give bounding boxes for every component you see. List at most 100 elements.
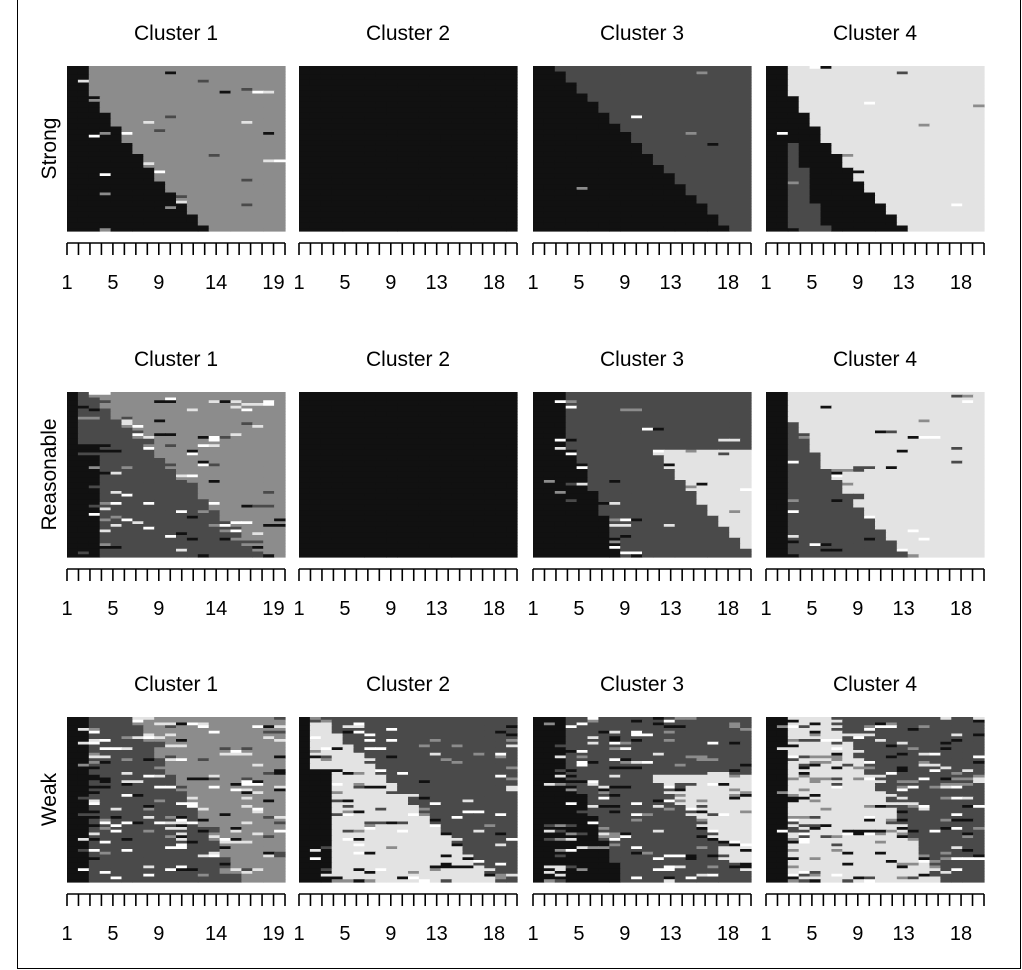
sequence-cell bbox=[176, 397, 221, 401]
sequence-cell bbox=[609, 228, 621, 232]
sequence-cell bbox=[67, 452, 79, 456]
sequence-cell bbox=[263, 403, 275, 407]
sequence-cell bbox=[331, 774, 355, 779]
sequence-cell bbox=[219, 463, 253, 467]
sequence-cell bbox=[787, 499, 800, 503]
sequence-cell bbox=[99, 466, 112, 470]
x-tick-label: 1 bbox=[293, 923, 304, 945]
sequence-cell bbox=[598, 198, 665, 202]
sequence-cell bbox=[565, 513, 578, 517]
sequence-cell bbox=[929, 419, 985, 423]
sequence-cell bbox=[219, 843, 264, 847]
sequence-cell bbox=[88, 821, 101, 825]
sequence-cell bbox=[554, 176, 654, 180]
sequence-cell bbox=[798, 455, 822, 459]
sequence-cell bbox=[219, 85, 232, 89]
sequence-cell bbox=[842, 167, 854, 172]
sequence-cell bbox=[186, 865, 210, 869]
sequence-cell bbox=[67, 107, 90, 111]
sequence-cell bbox=[208, 832, 221, 836]
sequence-cell bbox=[495, 480, 518, 484]
sequence-cell bbox=[132, 736, 144, 740]
sequence-cell bbox=[121, 728, 144, 732]
sequence-cell bbox=[186, 217, 199, 221]
sequence-cell bbox=[896, 515, 920, 520]
sequence-cell bbox=[831, 518, 843, 522]
sequence-cell bbox=[587, 129, 621, 133]
sequence-cell bbox=[875, 485, 931, 489]
sequence-cell bbox=[875, 140, 887, 144]
sequence-cell bbox=[663, 165, 741, 169]
sequence-cell bbox=[663, 458, 676, 462]
sequence-cell bbox=[462, 851, 496, 856]
sequence-cell bbox=[299, 507, 311, 511]
sequence-cell bbox=[798, 419, 822, 423]
sequence-cell bbox=[143, 165, 155, 169]
sequence-cell bbox=[533, 499, 567, 503]
sequence-cell bbox=[67, 104, 90, 108]
sequence-cell bbox=[386, 807, 398, 812]
sequence-cell bbox=[429, 154, 464, 158]
sequence-cell bbox=[842, 469, 854, 473]
sequence-cell bbox=[121, 772, 133, 776]
sequence-cell bbox=[696, 181, 752, 185]
sequence-cell bbox=[274, 554, 286, 558]
sequence-cell bbox=[576, 408, 589, 412]
sequence-cell bbox=[263, 717, 275, 721]
sequence-cell bbox=[776, 132, 789, 136]
sequence-cell bbox=[110, 816, 123, 820]
sequence-cell bbox=[907, 170, 985, 174]
sequence-cell bbox=[896, 408, 941, 412]
sequence-cell bbox=[642, 438, 665, 443]
sequence-cell bbox=[663, 427, 676, 432]
sequence-cell bbox=[587, 214, 632, 218]
sequence-cell bbox=[609, 518, 621, 522]
sequence-cell bbox=[165, 532, 177, 536]
sequence-cell bbox=[674, 458, 698, 462]
sequence-cell bbox=[110, 502, 123, 506]
sequence-cell bbox=[842, 488, 898, 492]
sequence-cell bbox=[842, 228, 876, 232]
sequence-cell bbox=[99, 515, 112, 520]
sequence-cell bbox=[342, 766, 355, 770]
sequence-cell bbox=[320, 209, 409, 213]
sequence-cell bbox=[197, 744, 221, 748]
sequence-cell bbox=[331, 873, 355, 878]
sequence-cell bbox=[951, 518, 963, 522]
sequence-cell bbox=[766, 502, 778, 506]
sequence-cell bbox=[729, 438, 741, 443]
sequence-cell bbox=[397, 469, 431, 473]
sequence-cell bbox=[331, 816, 365, 820]
sequence-cell bbox=[729, 717, 741, 721]
sequence-cell bbox=[543, 430, 556, 434]
sequence-cell bbox=[506, 543, 518, 547]
sequence-cell bbox=[565, 66, 654, 70]
sequence-cell bbox=[787, 397, 800, 401]
sequence-cell bbox=[197, 225, 210, 229]
sequence-cell bbox=[331, 802, 344, 806]
sequence-cell bbox=[154, 518, 177, 522]
sequence-cell bbox=[320, 192, 333, 196]
sequence-cell bbox=[506, 772, 518, 776]
sequence-cell bbox=[729, 535, 752, 539]
sequence-cell bbox=[67, 535, 101, 539]
sequence-cell bbox=[533, 546, 556, 550]
sequence-cell bbox=[820, 107, 876, 111]
sequence-cell bbox=[484, 728, 496, 732]
sequence-cell bbox=[331, 220, 344, 224]
sequence-cell bbox=[506, 485, 518, 489]
sequence-cell bbox=[418, 220, 485, 224]
sequence-cell bbox=[820, 222, 876, 227]
sequence-cell bbox=[418, 805, 442, 809]
sequence-cell bbox=[364, 733, 376, 737]
sequence-cell bbox=[299, 728, 311, 732]
sequence-cell bbox=[652, 156, 687, 161]
sequence-cell bbox=[820, 66, 832, 70]
sequence-cell bbox=[685, 156, 708, 161]
sequence-cell bbox=[320, 441, 464, 445]
sequence-cell bbox=[918, 200, 941, 205]
sequence-cell bbox=[143, 485, 188, 489]
sequence-cell bbox=[132, 115, 166, 119]
sequence-cell bbox=[342, 551, 518, 555]
